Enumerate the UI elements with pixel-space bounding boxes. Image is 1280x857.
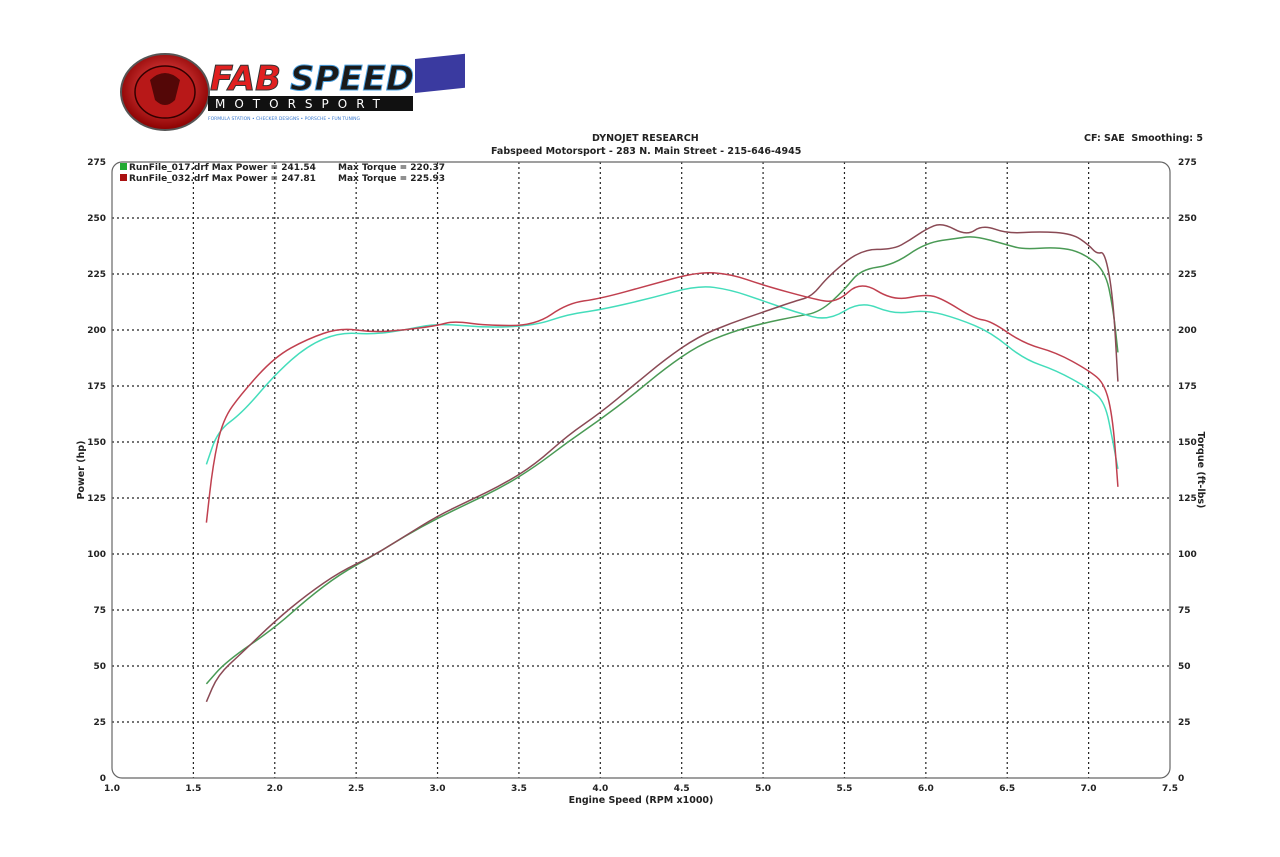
chart-title: DYNOJET RESEARCH bbox=[592, 133, 699, 144]
legend-swatch-green bbox=[120, 163, 127, 170]
x-tick-label: 5.5 bbox=[836, 784, 852, 794]
plot-frame bbox=[111, 161, 1171, 779]
y2-tick-label: 0 bbox=[1178, 774, 1184, 784]
y-tick-label: 275 bbox=[87, 158, 106, 168]
svg-text:MOTORSPORT: MOTORSPORT bbox=[215, 97, 389, 111]
y-tick-label: 225 bbox=[87, 270, 106, 280]
x-tick-label: 2.0 bbox=[267, 784, 283, 794]
legend-run1-torque: Max Torque = 220.37 bbox=[338, 163, 445, 173]
series-line-power-runfile-017-drf bbox=[205, 236, 1119, 685]
grid bbox=[112, 162, 1170, 778]
y2-tick-label: 100 bbox=[1178, 550, 1197, 560]
x-tick-label: 4.5 bbox=[674, 784, 690, 794]
x-tick-label: 4.0 bbox=[592, 784, 608, 794]
y2-tick-label: 75 bbox=[1178, 606, 1191, 616]
x-tick-label: 3.0 bbox=[430, 784, 446, 794]
y2-tick-label: 250 bbox=[1178, 214, 1197, 224]
legend: RunFile_017.drf Max Power = 241.54 Max T… bbox=[120, 163, 445, 184]
legend-run1-power: RunFile_017.drf Max Power = 241.54 bbox=[129, 163, 316, 173]
y2-tick-label: 225 bbox=[1178, 270, 1197, 280]
x-tick-label: 3.5 bbox=[511, 784, 527, 794]
x-tick-label: 2.5 bbox=[348, 784, 364, 794]
y-tick-label: 50 bbox=[93, 662, 106, 672]
series-line-torque-runfile-017-drf bbox=[205, 286, 1119, 470]
y-tick-label: 25 bbox=[93, 718, 106, 728]
y-tick-label: 125 bbox=[87, 494, 106, 504]
x-tick-label: 1.5 bbox=[185, 784, 201, 794]
y2-tick-label: 200 bbox=[1178, 326, 1197, 336]
y2-axis-label: Torque (ft-lbs) bbox=[1195, 432, 1206, 509]
y-tick-label: 175 bbox=[87, 382, 106, 392]
x-tick-label: 7.0 bbox=[1081, 784, 1097, 794]
chart-subtitle: Fabspeed Motorsport - 283 N. Main Street… bbox=[491, 146, 802, 157]
y2-tick-label: 125 bbox=[1178, 494, 1197, 504]
x-tick-label: 7.5 bbox=[1162, 784, 1178, 794]
correction-settings: CF: SAE Smoothing: 5 bbox=[1084, 133, 1203, 144]
y-axis-label: Power (hp) bbox=[76, 441, 87, 500]
x-tick-label: 1.0 bbox=[104, 784, 120, 794]
series-line-power-runfile-032-drf bbox=[205, 223, 1119, 703]
y2-tick-label: 175 bbox=[1178, 382, 1197, 392]
y-tick-label: 200 bbox=[87, 326, 106, 336]
y2-tick-label: 275 bbox=[1178, 158, 1197, 168]
series-line-torque-runfile-032-drf bbox=[205, 271, 1119, 523]
svg-text:FAB: FAB bbox=[210, 59, 281, 99]
legend-run2-power: RunFile_032.drf Max Power = 247.81 bbox=[129, 174, 316, 184]
y-tick-label: 150 bbox=[87, 438, 106, 448]
legend-run2-torque: Max Torque = 225.93 bbox=[338, 174, 445, 184]
x-axis-label: Engine Speed (RPM x1000) bbox=[569, 795, 714, 806]
svg-text:FORMULA STATION • CHECKER DESI: FORMULA STATION • CHECKER DESIGNS • PORS… bbox=[208, 116, 361, 122]
y2-tick-label: 50 bbox=[1178, 662, 1191, 672]
y2-tick-label: 150 bbox=[1178, 438, 1197, 448]
x-tick-label: 5.0 bbox=[755, 784, 771, 794]
y2-tick-label: 25 bbox=[1178, 718, 1191, 728]
svg-text:SPEED: SPEED bbox=[290, 59, 414, 99]
x-tick-label: 6.0 bbox=[918, 784, 934, 794]
x-tick-label: 6.5 bbox=[999, 784, 1015, 794]
legend-swatch-red bbox=[120, 174, 127, 181]
y-tick-label: 100 bbox=[87, 550, 106, 560]
y-tick-label: 0 bbox=[100, 774, 106, 784]
y-tick-label: 75 bbox=[93, 606, 106, 616]
fabspeed-logo: FAB SPEED MOTORSPORT FORMULA STATION • C… bbox=[120, 53, 465, 131]
y-tick-label: 250 bbox=[87, 214, 106, 224]
